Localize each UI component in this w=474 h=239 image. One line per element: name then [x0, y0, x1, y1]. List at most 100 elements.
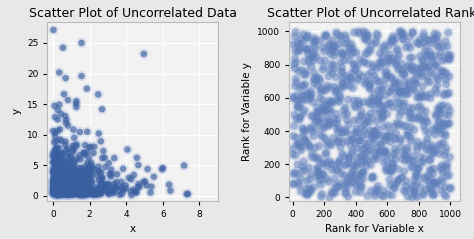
Point	[70, 177, 78, 181]
Point	[290, 95, 297, 99]
Point	[370, 65, 377, 69]
Point	[361, 147, 368, 151]
Point	[54, 185, 61, 189]
Point	[63, 188, 71, 192]
Point	[326, 42, 333, 46]
Point	[70, 187, 78, 190]
Point	[373, 32, 381, 36]
Point	[79, 193, 86, 197]
Point	[366, 85, 374, 89]
Point	[429, 151, 437, 155]
Point	[52, 185, 60, 188]
Point	[105, 192, 113, 196]
Point	[63, 179, 70, 183]
Point	[69, 192, 76, 196]
Point	[290, 134, 297, 138]
Point	[58, 191, 66, 195]
Point	[56, 186, 64, 190]
Point	[414, 167, 421, 170]
Point	[290, 124, 298, 128]
Point	[362, 158, 370, 162]
Point	[49, 184, 57, 187]
Point	[428, 56, 436, 60]
Point	[422, 109, 429, 113]
Point	[71, 170, 78, 174]
Point	[79, 193, 86, 197]
Point	[53, 189, 60, 193]
Point	[67, 187, 74, 190]
Point	[317, 183, 325, 187]
Point	[321, 109, 329, 112]
Point	[62, 190, 70, 193]
Point	[433, 112, 440, 116]
Point	[87, 192, 94, 196]
Point	[109, 185, 117, 188]
Point	[424, 57, 431, 61]
Point	[402, 45, 410, 49]
Point	[372, 157, 380, 161]
Point	[64, 192, 72, 196]
Point	[53, 181, 61, 185]
Point	[64, 186, 72, 190]
Point	[58, 159, 66, 163]
Point	[302, 72, 310, 76]
Point	[64, 186, 71, 190]
Point	[393, 49, 401, 53]
Point	[59, 172, 67, 176]
Point	[52, 180, 59, 184]
Point	[59, 184, 67, 188]
Point	[417, 96, 424, 100]
Point	[97, 186, 104, 190]
Point	[56, 138, 64, 141]
Point	[394, 167, 401, 171]
Point	[73, 144, 80, 148]
Point	[64, 192, 72, 196]
Point	[66, 193, 74, 197]
Point	[50, 176, 57, 180]
Point	[58, 191, 65, 195]
Point	[64, 185, 72, 189]
Point	[318, 192, 326, 196]
Point	[67, 188, 74, 192]
Point	[310, 82, 318, 86]
Point	[418, 94, 425, 98]
Point	[313, 110, 321, 114]
Point	[389, 162, 396, 165]
Point	[61, 186, 69, 190]
Point	[93, 174, 101, 178]
Point	[52, 190, 59, 194]
Point	[62, 76, 69, 80]
Point	[306, 144, 313, 148]
Point	[62, 121, 70, 125]
Point	[420, 64, 428, 68]
Point	[64, 182, 71, 186]
Point	[66, 186, 73, 190]
Point	[55, 191, 62, 195]
Point	[52, 166, 60, 169]
Point	[54, 191, 61, 195]
Point	[77, 192, 84, 196]
Point	[49, 178, 57, 182]
Point	[71, 171, 79, 175]
Point	[83, 185, 91, 189]
Point	[347, 78, 355, 82]
Point	[365, 79, 373, 83]
Point	[49, 166, 57, 170]
Point	[51, 178, 58, 181]
Point	[95, 169, 102, 173]
Point	[50, 187, 57, 191]
Title: Scatter Plot of Uncorrelated Ranks: Scatter Plot of Uncorrelated Ranks	[267, 7, 474, 20]
Point	[356, 139, 363, 143]
Point	[101, 183, 109, 186]
Point	[370, 141, 377, 145]
Point	[87, 177, 95, 180]
Point	[365, 34, 372, 38]
Point	[95, 170, 103, 174]
Point	[58, 186, 65, 190]
Point	[52, 185, 59, 189]
Point	[56, 180, 64, 184]
Point	[79, 184, 87, 188]
Point	[60, 189, 67, 193]
Point	[80, 180, 87, 184]
Point	[321, 137, 329, 141]
